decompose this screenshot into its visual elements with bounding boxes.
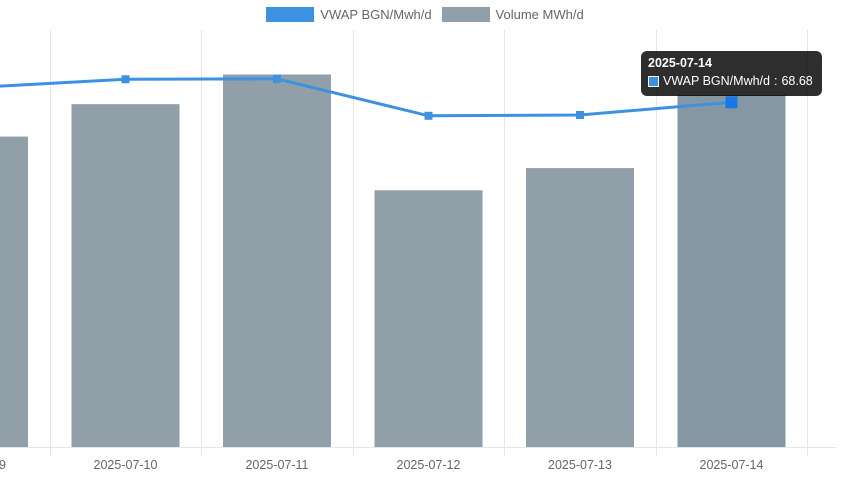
legend-item-volume[interactable]: Volume MWh/d xyxy=(441,7,584,22)
volume-bar-2025-07-13 xyxy=(526,168,634,447)
x-axis-ticks: 2025-07-09 2025-07-10 2025-07-11 2025-07-12… xyxy=(0,458,764,472)
vwap-point-2025-07-13 xyxy=(576,110,584,119)
x-tick-label-2025-07-09: 2025-07-09 xyxy=(0,458,6,472)
tooltip-title: 2025-07-14 xyxy=(648,56,712,70)
volume-bar-2025-07-09 xyxy=(0,136,28,448)
tooltip-swatch xyxy=(648,75,659,87)
legend-swatch-vwap xyxy=(266,7,315,22)
legend-label-volume: Volume MWh/d xyxy=(495,7,584,22)
tooltip-value: 68.68 xyxy=(781,74,813,88)
volume-bar-2025-07-11 xyxy=(223,74,331,447)
x-tick-label-2025-07-12: 2025-07-12 xyxy=(397,458,461,472)
grid-layer xyxy=(0,30,836,456)
vwap-line-path xyxy=(0,77,732,118)
legend: VWAP BGN/Mwh/d Volume MWh/d xyxy=(0,7,850,22)
tooltip-row: VWAP BGN/Mwh/d: 68.68 xyxy=(648,74,815,88)
x-tick-label-2025-07-14: 2025-07-14 xyxy=(700,458,764,472)
tooltip-colon: : xyxy=(773,74,778,88)
x-tick-label-2025-07-10: 2025-07-10 xyxy=(94,458,158,472)
vwap-line xyxy=(0,74,738,120)
volume-bar-2025-07-12 xyxy=(374,190,483,447)
volume-bars xyxy=(0,74,786,448)
legend-swatch-volume xyxy=(441,7,490,22)
x-tick-label-2025-07-11: 2025-07-11 xyxy=(245,458,308,472)
vwap-point-2025-07-11 xyxy=(273,74,281,83)
volume-bar-2025-07-14 xyxy=(677,94,786,447)
vwap-point-2025-07-12 xyxy=(424,111,433,120)
tooltip-series-label: VWAP BGN/Mwh/d xyxy=(663,74,770,88)
tooltip: 2025-07-14 VWAP BGN/Mwh/d: 68.68 xyxy=(641,51,822,96)
vwap-point-2025-07-10 xyxy=(121,75,130,84)
legend-item-vwap[interactable]: VWAP BGN/Mwh/d xyxy=(266,7,432,22)
volume-bar-2025-07-10 xyxy=(71,104,180,447)
legend-label-vwap: VWAP BGN/Mwh/d xyxy=(320,7,432,22)
x-tick-label-2025-07-13: 2025-07-13 xyxy=(548,458,612,472)
vwap-point-2025-07-14 xyxy=(725,96,738,109)
